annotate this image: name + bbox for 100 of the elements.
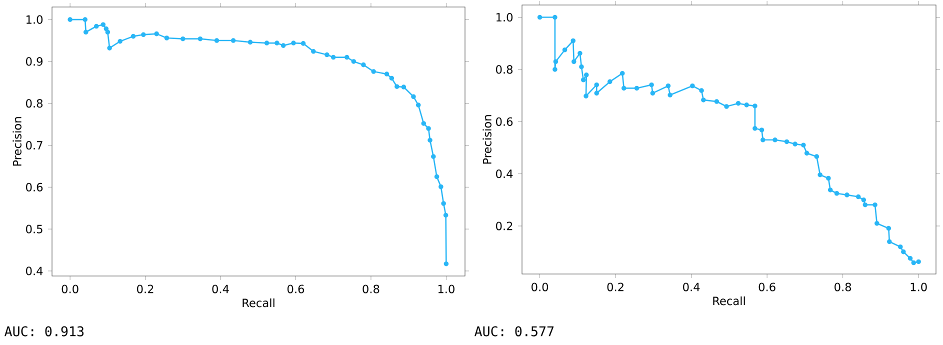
x-tick-label: 1.0 — [910, 282, 927, 292]
point — [274, 40, 280, 46]
y-tick-label: 1.0 — [496, 12, 513, 22]
x-axis-title: Recall — [242, 298, 274, 308]
point — [428, 138, 432, 143]
point — [68, 17, 72, 22]
y-axis-title: Precision — [12, 117, 22, 166]
x-tick-label: 0.4 — [683, 282, 700, 292]
point — [104, 26, 109, 32]
point — [394, 84, 400, 90]
x-tick-label: 0.8 — [834, 282, 852, 292]
point — [862, 202, 868, 208]
point — [83, 30, 88, 35]
point — [552, 14, 558, 20]
x-axis-title: Recall — [713, 296, 745, 306]
point — [438, 184, 444, 190]
point — [421, 121, 426, 126]
y-tick-label: 0.6 — [496, 117, 513, 126]
point — [701, 98, 706, 102]
point — [607, 79, 612, 84]
point — [801, 142, 806, 148]
point — [100, 22, 106, 27]
x-tick-label: 0.2 — [607, 282, 624, 292]
point — [118, 38, 122, 44]
point — [344, 54, 350, 60]
point — [759, 128, 764, 132]
point — [744, 102, 750, 108]
point — [214, 38, 220, 43]
point — [571, 59, 576, 64]
point — [668, 92, 673, 98]
point — [411, 94, 416, 100]
point — [886, 226, 892, 231]
point — [351, 59, 356, 64]
point — [690, 83, 695, 88]
point — [911, 260, 916, 266]
point — [784, 139, 790, 144]
point — [230, 38, 236, 43]
y-axis-title: Precision — [482, 115, 492, 164]
x-tick-label: 0.0 — [532, 282, 548, 292]
point — [724, 104, 729, 109]
point — [311, 49, 316, 54]
point — [649, 82, 654, 88]
point — [434, 174, 440, 180]
point — [826, 176, 831, 181]
point — [431, 154, 436, 159]
point — [280, 43, 286, 48]
point — [752, 126, 758, 131]
point — [818, 172, 822, 178]
point — [444, 261, 449, 266]
point — [752, 104, 758, 108]
point — [164, 36, 170, 40]
point — [594, 90, 600, 96]
text: AUC: 0.577 — [474, 326, 554, 336]
point — [361, 62, 366, 68]
point — [736, 100, 741, 106]
point — [401, 84, 406, 90]
point — [426, 126, 431, 131]
point — [441, 201, 446, 206]
y-tick-label: 0.7 — [26, 140, 42, 150]
x-tick-label: 0.0 — [62, 284, 78, 294]
point — [384, 72, 390, 76]
point — [772, 137, 778, 142]
point — [792, 142, 798, 146]
point — [834, 190, 840, 196]
point — [584, 72, 589, 78]
point — [580, 77, 586, 82]
point — [916, 259, 921, 264]
point — [874, 220, 880, 226]
x-tick-label: 0.8 — [362, 284, 380, 294]
point — [562, 47, 568, 52]
point — [861, 197, 866, 202]
x-tick-label: 0.6 — [287, 284, 304, 294]
point — [248, 40, 253, 45]
point — [330, 54, 336, 60]
point — [901, 249, 906, 254]
point — [107, 46, 112, 50]
point — [620, 70, 625, 76]
y-tick-label: 0.2 — [496, 222, 512, 230]
point — [570, 38, 576, 44]
text: AUC: 0.913 — [4, 326, 84, 336]
point — [898, 244, 903, 250]
x-tick-label: 0.4 — [212, 284, 229, 294]
point — [130, 34, 136, 39]
point — [300, 41, 306, 46]
point — [105, 30, 110, 35]
y-tick-label: 0.9 — [26, 57, 43, 66]
point — [699, 88, 704, 93]
point — [264, 40, 270, 46]
point — [856, 194, 861, 200]
y-tick-label: 0.8 — [496, 65, 513, 74]
point — [141, 32, 146, 38]
point — [908, 256, 913, 261]
point — [371, 69, 376, 74]
point — [198, 36, 203, 42]
point — [666, 83, 671, 88]
point — [828, 188, 833, 192]
point — [180, 36, 186, 42]
point — [650, 90, 656, 96]
point — [443, 212, 448, 218]
point — [634, 86, 640, 91]
